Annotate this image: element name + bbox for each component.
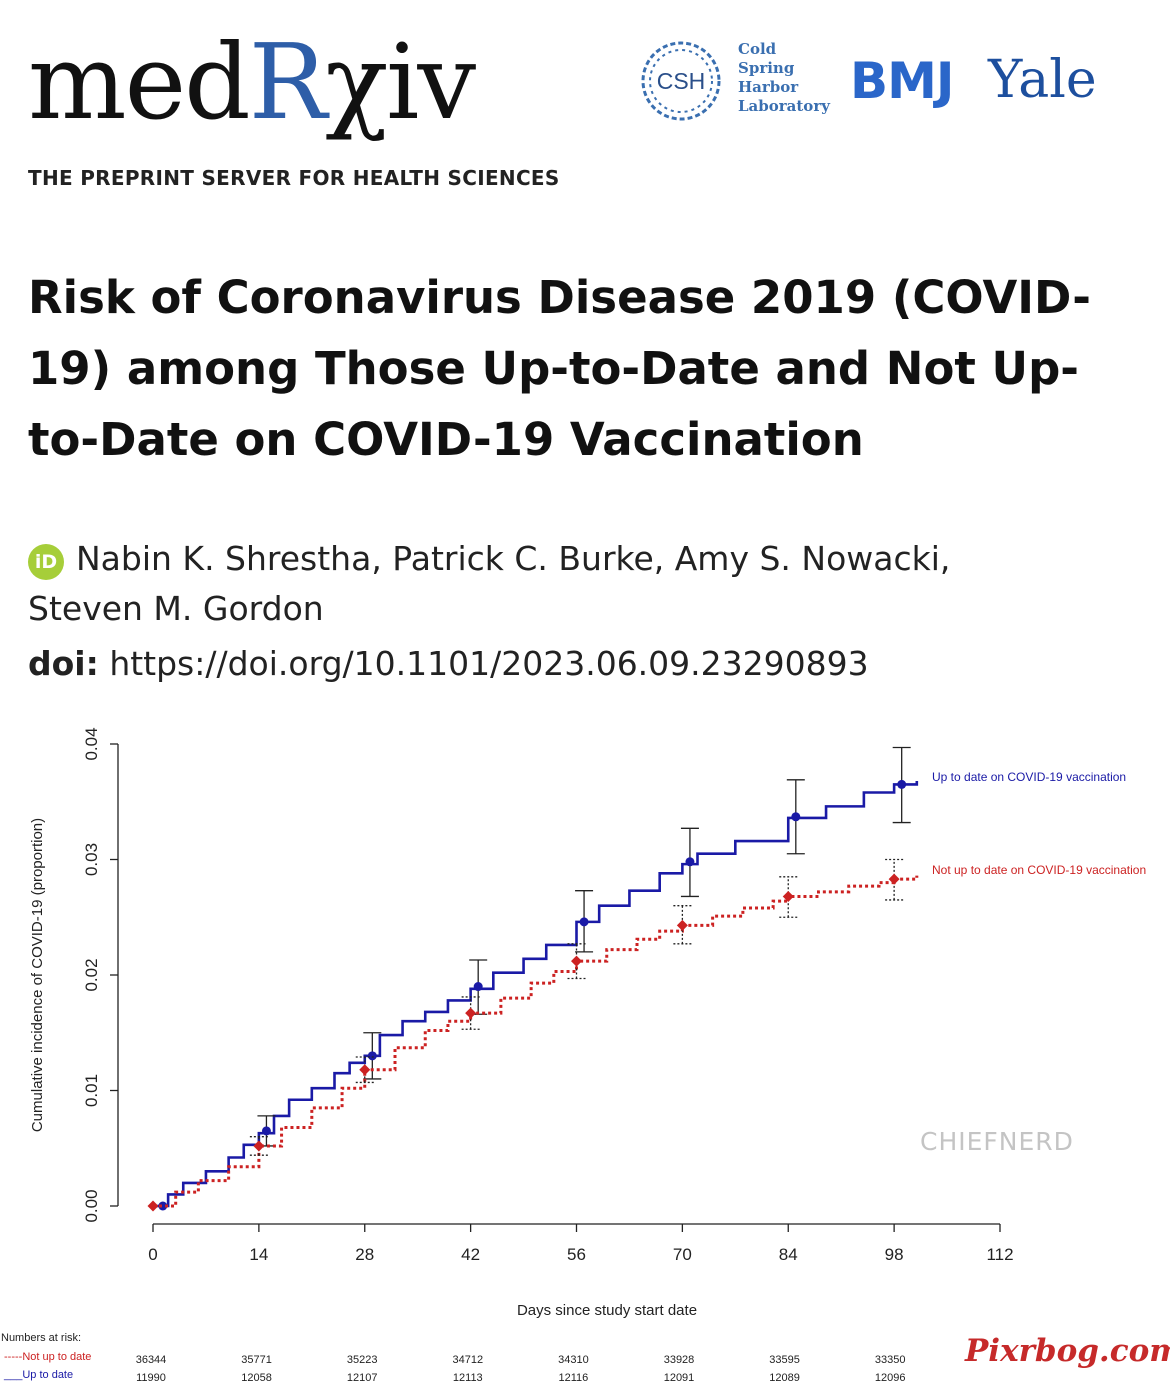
doi-link[interactable]: https://doi.org/10.1101/2023.06.09.23290… <box>109 644 869 683</box>
medrxiv-tagline: THE PREPRINT SERVER FOR HEALTH SCIENCES <box>28 166 560 190</box>
risk-count: 35771 <box>241 1354 272 1366</box>
risk-count: 36344 <box>136 1354 167 1366</box>
csh-line-1: Cold <box>738 40 777 58</box>
risk-count: 33928 <box>664 1354 695 1366</box>
logo-part-med: med <box>28 21 251 143</box>
incidence-chart: 0.00 0.01 0.02 0.03 0.04 Cumulative incidence… <box>1 727 1146 1384</box>
not-up-to-date-point <box>676 919 688 931</box>
x-axis-label: Days since study start date <box>517 1302 697 1319</box>
risk-table-title: Numbers at risk: <box>1 1332 81 1344</box>
csh-name: Cold Spring Harbor Laboratory <box>738 40 830 116</box>
csh-abbrev: CSH <box>657 68 706 94</box>
up-to-date-point <box>473 982 483 992</box>
not-up-to-date-point <box>253 1140 265 1152</box>
x-tick-label: 70 <box>673 1245 692 1264</box>
up-to-date-point <box>367 1051 377 1061</box>
x-tick-label: 112 <box>986 1245 1013 1264</box>
bmj-logo: BMJ <box>850 52 954 110</box>
risk-count: 12107 <box>347 1372 378 1384</box>
not-up-to-date-point <box>147 1200 159 1212</box>
x-tick-label: 56 <box>567 1245 586 1264</box>
y-tick-label: 0.04 <box>82 727 101 760</box>
paper-title: Risk of Coronavirus Disease 2019 (COVID-… <box>28 271 1091 466</box>
doi-label: doi: <box>28 644 99 683</box>
risk-count: 34310 <box>558 1354 589 1366</box>
csh-line-2: Spring <box>738 59 795 77</box>
not-up-to-date-label: Not up to date on COVID-19 vaccination <box>932 863 1146 877</box>
medrxiv-logo: medRχiv <box>28 30 476 134</box>
x-tick-label: 0 <box>148 1245 157 1264</box>
chart-series: Up to date on COVID-19 vaccination Not up… <box>147 746 1146 1212</box>
y-tick-label: 0.03 <box>82 843 101 876</box>
yale-logo: Yale <box>988 50 1097 110</box>
not-up-to-date-point <box>359 1064 371 1076</box>
risk-row-label: ___Up to date <box>3 1369 73 1381</box>
risk-count: 33350 <box>875 1354 906 1366</box>
risk-count: 11990 <box>136 1372 166 1384</box>
y-tick-label: 0.01 <box>82 1074 101 1107</box>
risk-count: 12089 <box>769 1372 800 1384</box>
logo-part-r: R <box>248 21 327 143</box>
up-to-date-point <box>261 1126 271 1136</box>
up-to-date-label: Up to date on COVID-19 vaccination <box>932 770 1126 784</box>
chiefnerd-watermark: CHIEFNERD <box>920 1127 1074 1156</box>
author-names: Nabin K. Shrestha, Patrick C. Burke, Amy… <box>28 539 951 628</box>
not-up-to-date-point <box>571 955 582 967</box>
risk-count: 33595 <box>769 1354 800 1366</box>
risk-row-label: -----Not up to date <box>4 1351 91 1363</box>
csh-line-4: Laboratory <box>738 97 830 115</box>
chart-axes: 0.00 0.01 0.02 0.03 0.04 Cumulative incidence… <box>29 727 1014 1319</box>
not-up-to-date-line <box>153 875 919 1208</box>
logo-part-xiv: χiv <box>325 21 476 143</box>
up-to-date-point <box>579 917 589 927</box>
y-tick-label: 0.02 <box>82 958 101 991</box>
up-to-date-line <box>153 780 919 1208</box>
up-to-date-point <box>791 812 801 822</box>
csh-logo-icon: CSH <box>641 41 721 121</box>
up-to-date-point <box>158 1201 168 1211</box>
y-tick-label: 0.00 <box>82 1189 101 1222</box>
risk-count: 12091 <box>664 1372 695 1384</box>
risk-count: 12116 <box>559 1372 589 1384</box>
risk-count: 12113 <box>453 1372 483 1384</box>
up-to-date-point <box>685 857 695 867</box>
not-up-to-date-point <box>782 890 794 902</box>
pixrbog-watermark: Pixrbog.com <box>965 1333 1170 1369</box>
y-axis-label: Cumulative incidence of COVID-19 (propor… <box>29 818 46 1132</box>
risk-count: 12096 <box>875 1372 906 1384</box>
risk-count: 35223 <box>347 1354 378 1366</box>
risk-count: 12058 <box>241 1372 272 1384</box>
doi-line: doi: https://doi.org/10.1101/2023.06.09.… <box>28 644 869 683</box>
not-up-to-date-point <box>465 1007 477 1019</box>
orcid-icon[interactable]: iD <box>28 544 64 580</box>
not-up-to-date-point <box>888 873 900 885</box>
x-tick-label: 14 <box>249 1245 268 1264</box>
author-list: iD Nabin K. Shrestha, Patrick C. Burke, A… <box>28 534 1028 634</box>
x-tick-label: 98 <box>885 1245 904 1264</box>
x-tick-label: 42 <box>461 1245 480 1264</box>
up-to-date-point <box>897 779 907 789</box>
csh-line-3: Harbor <box>738 78 799 96</box>
risk-count: 34712 <box>453 1354 484 1366</box>
x-tick-label: 28 <box>355 1245 374 1264</box>
x-tick-label: 84 <box>779 1245 798 1264</box>
risk-table: Numbers at risk: -----Not up to date 36344… <box>1 1332 905 1384</box>
